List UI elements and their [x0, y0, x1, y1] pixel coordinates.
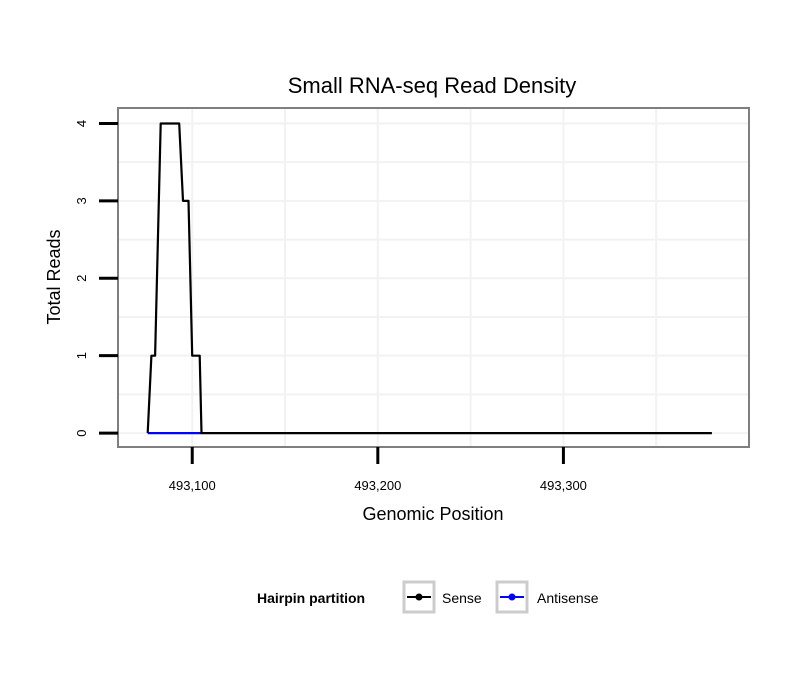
legend-entry-antisense: Antisense: [495, 580, 599, 614]
series-line-sense: [146, 122, 712, 435]
x-tick-label: 493,300: [540, 478, 587, 493]
y-tick-label: 4: [74, 120, 89, 127]
gridlines: [118, 108, 749, 447]
chart-title: Small RNA-seq Read Density: [288, 73, 577, 98]
y-axis: 0 1 2 3 4: [74, 120, 118, 437]
legend-point-sense: [415, 593, 423, 601]
y-tick-label: 0: [74, 429, 89, 436]
legend-label-sense: Sense: [442, 590, 482, 606]
y-tick-label: 1: [74, 352, 89, 359]
plot-panel: [117, 107, 750, 448]
legend-point-antisense: [508, 593, 516, 601]
y-tick-label: 3: [74, 197, 89, 204]
x-axis: 493,100 493,200 493,300: [169, 447, 587, 493]
y-tick-label: 2: [74, 275, 89, 282]
legend-entry-sense: Sense: [402, 580, 482, 614]
legend: Hairpin partition Sense Antisense: [257, 580, 599, 614]
legend-title: Hairpin partition: [257, 590, 365, 606]
x-axis-title: Genomic Position: [362, 504, 503, 524]
legend-label-antisense: Antisense: [537, 590, 599, 606]
y-axis-title: Total Reads: [44, 229, 64, 324]
series-layer: [146, 122, 712, 435]
x-tick-label: 493,100: [169, 478, 216, 493]
x-tick-label: 493,200: [354, 478, 401, 493]
